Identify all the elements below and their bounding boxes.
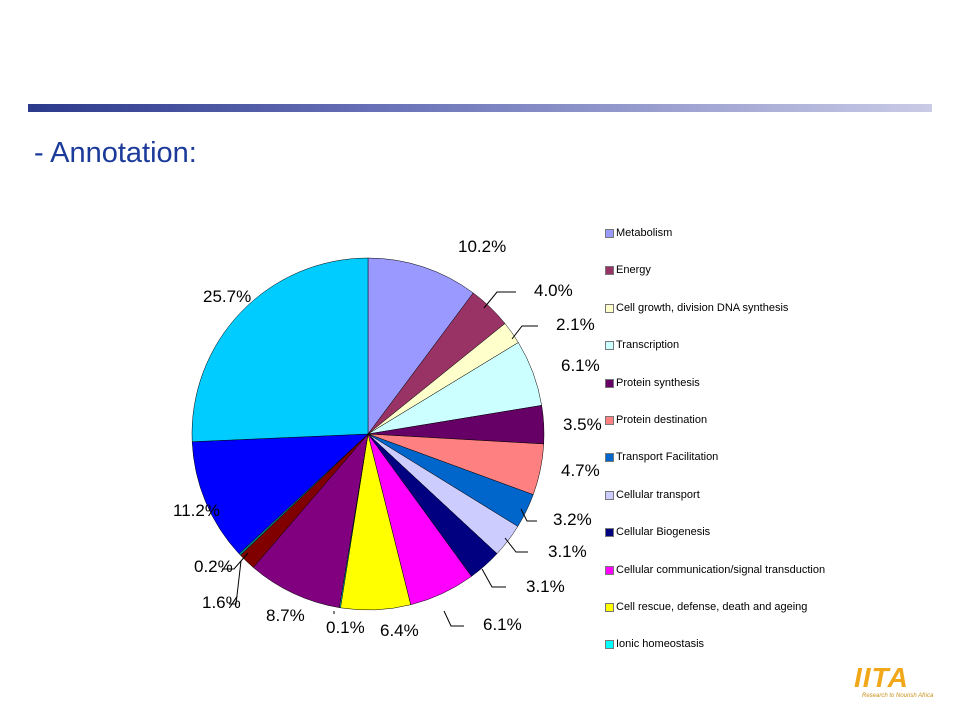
pie-slices bbox=[191, 257, 545, 611]
legend-swatch bbox=[605, 640, 614, 650]
legend-swatch bbox=[605, 303, 614, 313]
legend-item: Energy bbox=[605, 263, 845, 300]
legend-item: Cell rescue, defense, death and ageing bbox=[605, 600, 845, 637]
pie-slice bbox=[191, 433, 369, 555]
legend-label: Cell growth, division DNA synthesis bbox=[616, 301, 789, 314]
legend-swatch bbox=[605, 453, 614, 463]
legend-swatch bbox=[605, 378, 614, 388]
slice-percent-label: 3.5% bbox=[563, 415, 602, 434]
leader-line bbox=[222, 552, 249, 570]
slice-percent-label: 2.1% bbox=[556, 315, 595, 334]
slide-title: - Annotation: bbox=[34, 137, 197, 169]
legend-swatch bbox=[605, 266, 614, 276]
legend-swatch bbox=[605, 490, 614, 500]
legend-label: Cellular Biogenesis bbox=[616, 526, 711, 539]
legend-label: Cellular transport bbox=[616, 488, 700, 501]
legend-item: Cell growth, division DNA synthesis bbox=[605, 301, 845, 338]
leader-line bbox=[511, 325, 538, 340]
slice-percent-label: 0.2% bbox=[194, 557, 233, 576]
slice-percent-label: 3.1% bbox=[548, 542, 587, 561]
legend-swatch bbox=[605, 341, 614, 351]
slice-percent-label: 4.7% bbox=[561, 461, 600, 480]
pie-slice bbox=[252, 433, 369, 608]
slice-percent-label: 6.4% bbox=[380, 621, 419, 640]
leader-line bbox=[504, 537, 528, 553]
leader-line bbox=[520, 508, 537, 522]
leader-line bbox=[443, 610, 464, 627]
slice-percent-label: 6.1% bbox=[561, 356, 600, 375]
slice-percent-label: 11.2% bbox=[173, 501, 220, 520]
legend-item: Transport Facilitation bbox=[605, 450, 845, 487]
iita-logo: IITA Research to Nourish Africa bbox=[852, 662, 934, 708]
leader-lines bbox=[222, 291, 538, 627]
slice-percent-label: 8.7% bbox=[266, 606, 305, 625]
legend-label: Protein synthesis bbox=[616, 376, 700, 389]
legend-label: Transcription bbox=[616, 339, 680, 352]
legend-label: Ionic homeostasis bbox=[616, 638, 705, 651]
slice-percent-label: 3.2% bbox=[553, 510, 592, 529]
legend-label: Transport Facilitation bbox=[616, 451, 719, 464]
legend-swatch bbox=[605, 528, 614, 538]
legend-swatch bbox=[605, 415, 614, 425]
leader-line bbox=[481, 568, 506, 588]
legend-swatch bbox=[605, 602, 614, 612]
legend-label: Metabolism bbox=[616, 227, 673, 239]
pie-labels: 10.2%4.0%2.1%6.1%3.5%4.7%3.2%3.1%3.1%6.1… bbox=[173, 237, 602, 640]
slice-percent-label: 10.2% bbox=[458, 237, 506, 256]
legend-item: Cellular transport bbox=[605, 488, 845, 525]
slice-percent-label: 6.1% bbox=[483, 615, 522, 634]
logo-mark: IITA bbox=[854, 662, 909, 693]
legend-item: Protein synthesis bbox=[605, 376, 845, 413]
legend-label: Cellular communication/signal transducti… bbox=[616, 563, 826, 576]
slice-percent-label: 4.0% bbox=[534, 281, 573, 300]
title-underline-bar bbox=[28, 104, 932, 112]
leader-line bbox=[229, 560, 242, 605]
legend-item: Protein destination bbox=[605, 413, 845, 450]
slice-percent-label: 0.1% bbox=[326, 618, 365, 637]
chart-legend: Metabolism Energy Cell growth, division DN… bbox=[605, 226, 845, 675]
legend-swatch bbox=[605, 229, 614, 238]
legend-item: Transcription bbox=[605, 338, 845, 375]
logo-tagline: Research to Nourish Africa bbox=[862, 693, 934, 699]
pie-slice bbox=[191, 257, 369, 443]
legend-item: Metabolism bbox=[605, 226, 845, 263]
pie-slice bbox=[367, 257, 474, 435]
legend-label: Protein destination bbox=[616, 413, 708, 426]
slice-percent-label: 25.7% bbox=[203, 287, 251, 306]
legend-item: Cellular Biogenesis bbox=[605, 525, 845, 562]
legend-swatch bbox=[605, 565, 614, 575]
legend-item: Ionic homeostasis bbox=[605, 637, 845, 674]
legend-item: Cellular communication/signal transducti… bbox=[605, 563, 845, 600]
legend-label: Cell rescue, defense, death and ageing bbox=[616, 600, 808, 613]
slice-percent-label: 3.1% bbox=[526, 577, 565, 596]
slice-percent-label: 1.6% bbox=[202, 593, 241, 612]
legend-label: Energy bbox=[616, 264, 651, 277]
leader-line bbox=[483, 291, 516, 309]
